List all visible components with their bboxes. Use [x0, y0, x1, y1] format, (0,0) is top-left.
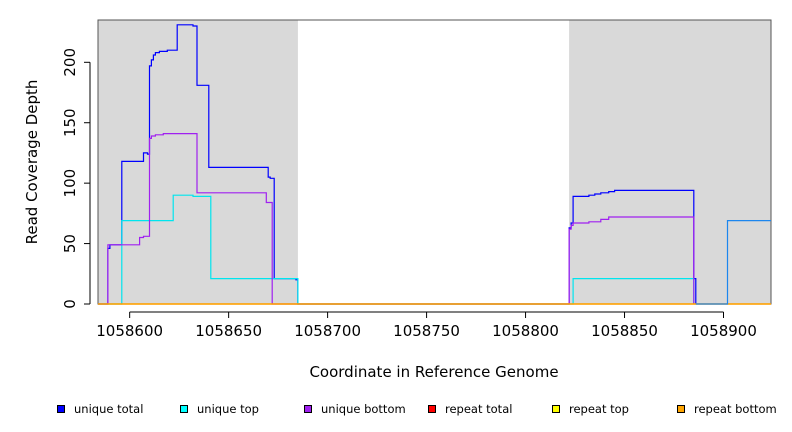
legend-label: repeat top: [569, 402, 629, 416]
series-unique-bottom-line: [98, 133, 695, 305]
legend-swatch: [304, 405, 312, 413]
y-tick-label: 100: [61, 169, 79, 198]
legend-label: unique bottom: [321, 402, 406, 416]
legend: unique total unique top unique bottom repea…: [0, 400, 792, 420]
x-tick-label: 1058850: [591, 322, 658, 340]
legend-swatch: [428, 405, 436, 413]
y-axis-title: Read Coverage Depth: [23, 80, 41, 245]
legend-label: repeat bottom: [694, 402, 777, 416]
series-unique-top-line: [98, 194, 695, 305]
legend-item-repeat-top: repeat top: [552, 400, 629, 418]
y-tick-label: 200: [61, 48, 79, 77]
axes: 1058600 1058650 1058700 1058750 1058800 10588…: [61, 48, 757, 340]
legend-item-unique-bottom: unique bottom: [304, 400, 406, 418]
shaded-regions: [98, 20, 771, 304]
legend-label: unique total: [74, 402, 144, 416]
legend-swatch: [57, 405, 65, 413]
legend-swatch: [552, 405, 560, 413]
legend-label: unique top: [197, 402, 259, 416]
legend-swatch: [677, 405, 685, 413]
series-layer: [98, 24, 771, 305]
x-tick-label: 1058900: [690, 322, 757, 340]
shaded-region: [569, 20, 771, 304]
legend-swatch: [180, 405, 188, 413]
legend-item-unique-total: unique total: [57, 400, 143, 418]
legend-label: repeat total: [445, 402, 513, 416]
coverage-chart: 1058600 1058650 1058700 1058750 1058800 10588…: [23, 19, 772, 381]
legend-item-repeat-total: repeat total: [428, 400, 512, 418]
x-tick-label: 1058750: [393, 322, 460, 340]
series-unique-total-line: [98, 24, 697, 305]
y-tick-label: 50: [61, 234, 79, 253]
x-axis-title: Coordinate in Reference Genome: [309, 363, 558, 381]
y-tick-label: 0: [61, 299, 79, 309]
x-tick-label: 1058700: [294, 322, 361, 340]
y-tick-label: 150: [61, 108, 79, 137]
series-extra-line: [695, 220, 771, 305]
x-tick-label: 1058650: [195, 322, 262, 340]
legend-item-repeat-bottom: repeat bottom: [677, 400, 777, 418]
x-tick-label: 1058600: [96, 322, 163, 340]
legend-item-unique-top: unique top: [180, 400, 259, 418]
x-tick-label: 1058800: [492, 322, 559, 340]
